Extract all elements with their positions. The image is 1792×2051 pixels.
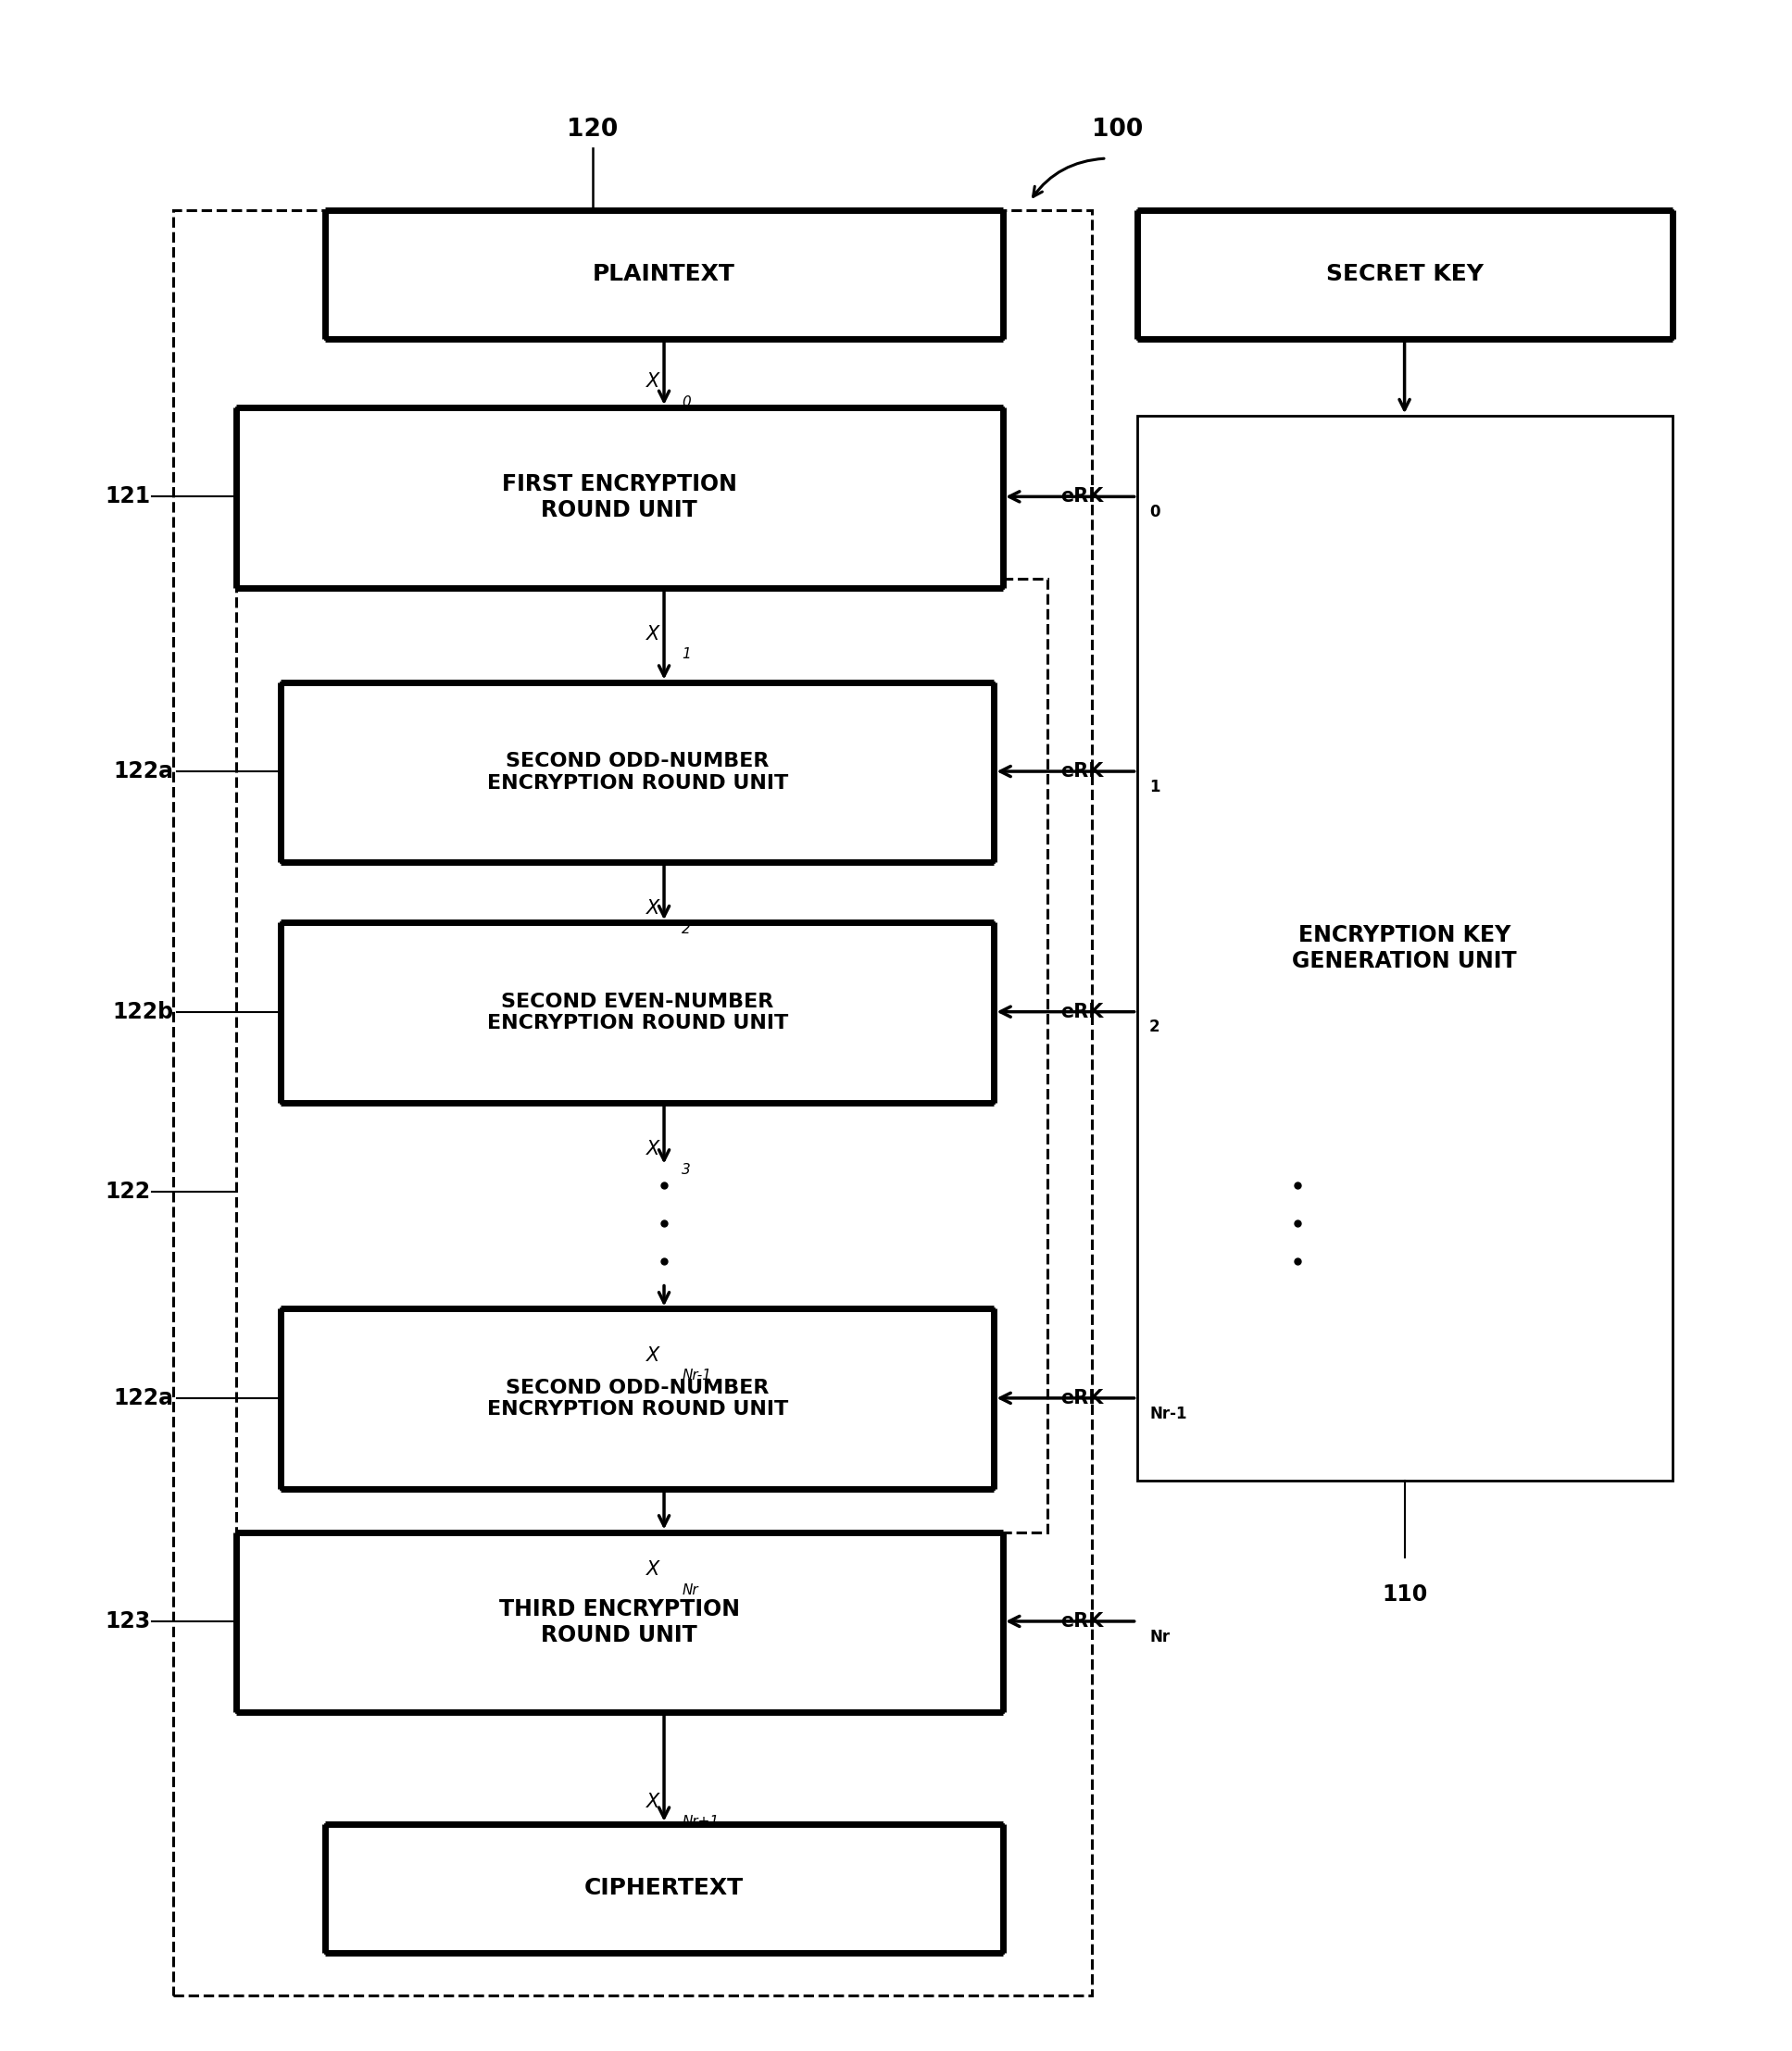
Text: 122b: 122b — [113, 1001, 174, 1023]
Text: X: X — [647, 373, 659, 392]
Text: X: X — [647, 1561, 659, 1579]
Bar — [1136, 209, 1672, 338]
Text: Nr: Nr — [1149, 1628, 1170, 1645]
Text: Nr-1: Nr-1 — [683, 1368, 711, 1382]
Text: X: X — [647, 1345, 659, 1364]
Text: SECOND ODD-NUMBER
ENCRYPTION ROUND UNIT: SECOND ODD-NUMBER ENCRYPTION ROUND UNIT — [487, 1378, 788, 1419]
Text: X: X — [647, 900, 659, 919]
Text: 120: 120 — [566, 117, 618, 142]
Text: ENCRYPTION KEY
GENERATION UNIT: ENCRYPTION KEY GENERATION UNIT — [1292, 925, 1516, 972]
Text: 2: 2 — [1149, 1019, 1159, 1036]
Text: 110: 110 — [1382, 1583, 1426, 1606]
Text: 100: 100 — [1093, 117, 1143, 142]
Text: SECRET KEY: SECRET KEY — [1326, 263, 1484, 285]
Text: 0: 0 — [683, 396, 692, 408]
Text: SECOND EVEN-NUMBER
ENCRYPTION ROUND UNIT: SECOND EVEN-NUMBER ENCRYPTION ROUND UNIT — [487, 993, 788, 1032]
Bar — [280, 923, 995, 1103]
Text: X: X — [647, 1140, 659, 1159]
Text: X: X — [647, 1793, 659, 1811]
Text: eRK: eRK — [1061, 763, 1104, 781]
Text: eRK: eRK — [1061, 1003, 1104, 1021]
Bar — [237, 408, 1004, 589]
Bar — [324, 1823, 1004, 1953]
Text: Nr+1: Nr+1 — [683, 1815, 719, 1829]
Text: CIPHERTEXT: CIPHERTEXT — [584, 1877, 744, 1899]
Text: SECOND ODD-NUMBER
ENCRYPTION ROUND UNIT: SECOND ODD-NUMBER ENCRYPTION ROUND UNIT — [487, 753, 788, 792]
Bar — [237, 1532, 1004, 1713]
Text: 3: 3 — [683, 1163, 692, 1177]
Bar — [237, 578, 1048, 1532]
Text: eRK: eRK — [1061, 1389, 1104, 1407]
Bar — [280, 1309, 995, 1489]
Text: 1: 1 — [1149, 779, 1159, 796]
Text: eRK: eRK — [1061, 488, 1104, 507]
Text: 122a: 122a — [113, 1386, 174, 1409]
Text: eRK: eRK — [1061, 1612, 1104, 1631]
Text: 122a: 122a — [113, 761, 174, 783]
Text: PLAINTEXT: PLAINTEXT — [593, 263, 735, 285]
Text: X: X — [647, 626, 659, 644]
Text: FIRST ENCRYPTION
ROUND UNIT: FIRST ENCRYPTION ROUND UNIT — [502, 474, 737, 521]
Bar — [280, 683, 995, 861]
Text: THIRD ENCRYPTION
ROUND UNIT: THIRD ENCRYPTION ROUND UNIT — [498, 1598, 740, 1647]
Text: 123: 123 — [104, 1610, 151, 1633]
Text: 121: 121 — [104, 486, 151, 509]
Bar — [1136, 416, 1672, 1481]
Bar — [174, 209, 1093, 1996]
Text: 0: 0 — [1149, 505, 1159, 521]
Text: Nr-1: Nr-1 — [1149, 1405, 1186, 1421]
Text: 122: 122 — [104, 1181, 151, 1204]
Text: 1: 1 — [683, 648, 692, 662]
Text: 2: 2 — [683, 923, 692, 937]
Text: Nr: Nr — [683, 1583, 699, 1598]
Bar — [324, 209, 1004, 338]
